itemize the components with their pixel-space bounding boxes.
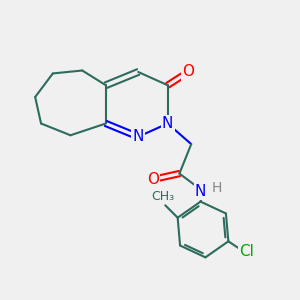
Text: O: O <box>147 172 159 187</box>
Text: H: H <box>211 181 222 195</box>
Text: Cl: Cl <box>239 244 254 259</box>
Text: O: O <box>182 64 194 80</box>
Text: CH₃: CH₃ <box>152 190 175 203</box>
Text: N: N <box>133 129 144 144</box>
Text: N: N <box>195 184 206 199</box>
Text: N: N <box>162 116 173 131</box>
